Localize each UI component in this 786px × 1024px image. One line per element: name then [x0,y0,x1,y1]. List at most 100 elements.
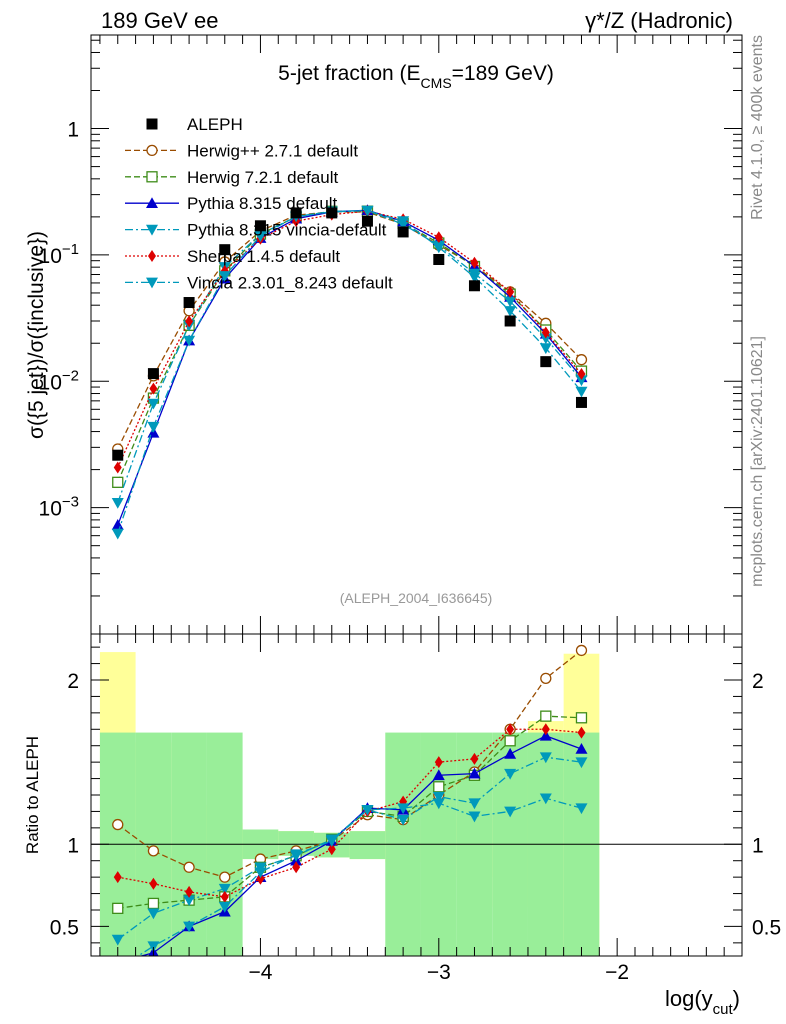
ratio-series-point-0 [183,861,195,873]
ratio-series-point-0 [219,871,231,883]
header-right: γ*/Z (Hadronic) [585,8,733,33]
x-axis-label: log(ycut) [665,986,740,1018]
ratio-y-tick-label: 1 [67,834,79,857]
series-point-5 [218,271,231,282]
ratio-series-point-4 [256,872,265,885]
series-point-1 [112,476,124,488]
ratio-series-point-3 [147,908,160,920]
main-axes: 10−3 10−2 10−1 1 [39,35,742,635]
data-point [433,253,445,265]
ratio-series-point-4 [292,861,301,874]
series-point-4 [113,461,122,474]
ratio-series-point-1 [433,781,445,793]
ratio-series-point-0 [112,818,124,831]
legend-label: ALEPH [187,115,243,134]
rivet-label: Rivet 4.1.0, ≥ 400k events [749,35,766,220]
ratio-series-point-2 [575,743,588,754]
series-point-5 [147,421,160,433]
ratio-series-point-5 [254,867,267,879]
legend: ALEPH Herwig++ 2.7.1 default Herwig 7.2.1 … [125,115,393,292]
series-point-5 [575,386,588,398]
series-point-3 [147,398,160,410]
series-point-5 [468,272,481,284]
ratio-series-point-5 [218,901,231,913]
data-point [361,215,373,227]
legend-marker [146,224,158,236]
ratio-series-point-3 [218,883,231,895]
ratio-series-point-3 [539,752,552,764]
ratio-series-point-5 [432,798,445,810]
ratio-series-point-5 [397,803,410,815]
series-point-5 [504,306,517,317]
x-tick-label: −4 [248,961,272,984]
ratio-series-point-1 [147,897,160,910]
legend-label: Herwig++ 2.7.1 default [187,141,358,160]
ratio-series-point-3 [575,757,588,769]
ratio-series-point-0 [575,644,588,657]
series-point-3 [504,296,517,308]
x-tick-label: −2 [605,961,629,984]
ratio-series-point-1 [575,712,588,724]
data-point [504,315,516,327]
ratio-series-point-5 [183,921,196,933]
data-point [326,207,338,219]
ratio-y-tick-label-right: 0.5 [752,916,781,939]
ratio-plot-area [91,644,742,975]
series-point-4 [470,256,479,269]
ratio-series-point-4 [577,726,586,739]
ratio-series-point-2 [504,747,517,759]
ratio-series-point-2 [432,769,445,781]
legend-marker [148,250,156,262]
ratio-series-point-3 [504,768,517,780]
ratio-y-tick-label: 0.5 [50,916,79,939]
series-point-3 [111,498,124,509]
ratio-y-tick-label-right: 1 [752,834,764,857]
ratio-series-point-5 [539,793,552,805]
ratio-series-point-3 [468,798,481,810]
ratio-y-axis-label: Ratio to ALEPH [23,736,42,854]
series-point-4 [434,231,443,244]
main-plot-area [111,204,588,540]
series-point-5 [183,335,196,347]
ratio-series-point-4 [470,752,479,765]
ratio-series-point-5 [147,941,160,953]
data-point [254,220,266,232]
ratio-series-point-1 [540,710,552,722]
ratio-series-point-5 [325,836,338,847]
ratio-series-point-1 [504,735,516,747]
series-point-5 [254,231,267,243]
y-tick-label: 10−2 [39,367,79,394]
series-point-0 [575,354,588,366]
data-point [397,226,409,238]
ratio-series-point-2 [112,957,124,968]
series-point-5 [539,343,552,355]
ratio-series-point-0 [540,672,552,685]
ratio-series-point-4 [185,885,194,898]
legend-label: Sherpa 1.4.5 default [187,247,340,266]
series-line-5 [117,210,582,534]
ratio-series-point-5 [361,804,374,816]
data-point [290,207,302,219]
ratio-series-point-4 [506,723,515,736]
legend-label: Pythia 8.315 vincia-default [187,221,387,240]
data-point [219,244,231,256]
ratio-series-point-5 [504,806,517,818]
ratio-series-point-5 [112,964,124,975]
ratio-y-tick-label-right: 2 [752,670,764,693]
legend-label: Herwig 7.2.1 default [187,168,338,187]
series-point-2 [111,519,124,530]
ratio-series-point-3 [111,934,124,946]
ratio-series-line-4 [117,728,582,898]
ratio-series-point-4 [327,843,336,856]
ratio-series-point-5 [290,849,303,861]
ratio-series-point-3 [183,895,196,907]
ratio-series-point-5 [468,811,481,823]
series-point-4 [577,367,586,380]
x-tick-label: −3 [427,961,451,984]
legend-label: Vincia 2.3.01_8.243 default [187,273,393,292]
ratio-series-point-3 [397,814,410,826]
series-point-5 [397,216,410,228]
y-tick-label: 10−3 [39,494,79,521]
chart-title: 5-jet fraction (ECMS=189 GeV) [278,62,554,91]
